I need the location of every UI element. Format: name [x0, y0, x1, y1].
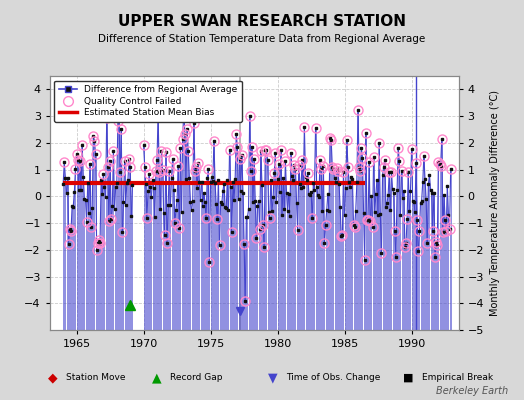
- Text: Empirical Break: Empirical Break: [422, 374, 493, 382]
- Text: Time of Obs. Change: Time of Obs. Change: [286, 374, 380, 382]
- Text: ■: ■: [403, 373, 414, 383]
- Text: Berkeley Earth: Berkeley Earth: [436, 386, 508, 396]
- Text: ▼: ▼: [268, 372, 277, 384]
- Text: Difference of Station Temperature Data from Regional Average: Difference of Station Temperature Data f…: [99, 34, 425, 44]
- Text: UPPER SWAN RESEARCH STATION: UPPER SWAN RESEARCH STATION: [118, 14, 406, 29]
- Text: ▲: ▲: [152, 372, 162, 384]
- Text: ◆: ◆: [48, 372, 57, 384]
- Text: Station Move: Station Move: [66, 374, 125, 382]
- Text: Record Gap: Record Gap: [170, 374, 223, 382]
- Y-axis label: Monthly Temperature Anomaly Difference (°C): Monthly Temperature Anomaly Difference (…: [489, 90, 499, 316]
- Legend: Difference from Regional Average, Quality Control Failed, Estimated Station Mean: Difference from Regional Average, Qualit…: [54, 80, 242, 122]
